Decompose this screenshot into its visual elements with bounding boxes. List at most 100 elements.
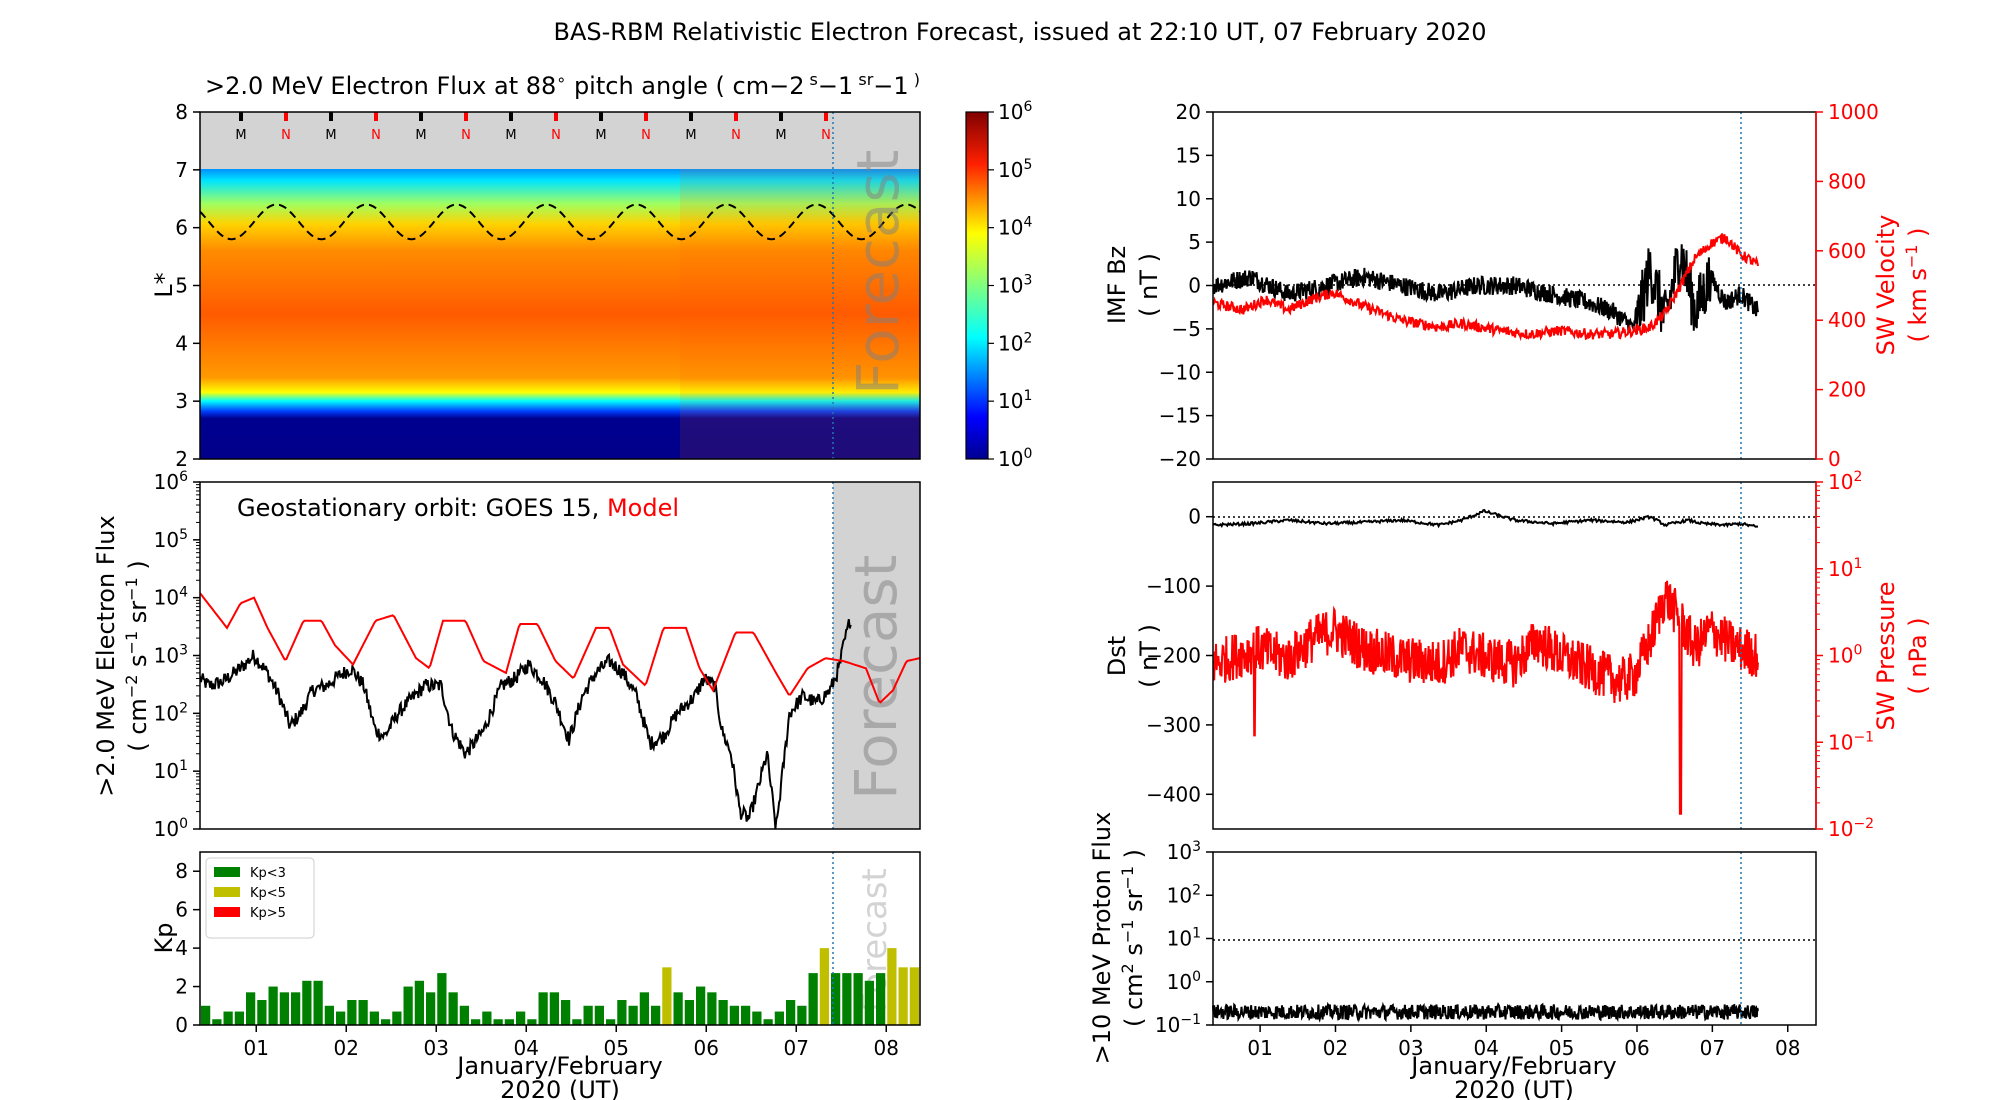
kp-bar xyxy=(617,1000,627,1025)
proton-ylabel-line1: >10 MeV Proton Flux xyxy=(1088,812,1116,1065)
kp-bars xyxy=(201,948,919,1025)
imf-ytick-label: 5 xyxy=(1188,230,1201,254)
sw-velocity-ylabel-line2-text: ( km s−1 ) xyxy=(1902,228,1933,343)
orbit-marker-label: M xyxy=(325,128,336,143)
kp-bar xyxy=(662,967,672,1025)
proton-ytick-label-exp: 3 xyxy=(1192,839,1201,855)
colorbar-tick-label-exp: 6 xyxy=(1023,99,1032,115)
kp-bar xyxy=(369,1011,379,1025)
proton-ylabel-line2-text-part: ( cm xyxy=(1120,973,1148,1027)
flux-map-ytick-label: 3 xyxy=(175,389,188,413)
sw-velocity-ylabel-line2-text-part: ( km s xyxy=(1904,268,1932,342)
sw-pressure-ytick-label: 101 xyxy=(1828,556,1862,581)
proton-ytick-label: 102 xyxy=(1167,882,1201,907)
colorbar-tick-label-base: 10 xyxy=(998,331,1023,355)
kp-bar xyxy=(538,992,548,1025)
title-part: −1 xyxy=(818,72,853,100)
kp-x-ticks: 01 02 03 04 05 06 07 08 xyxy=(244,1025,899,1060)
colorbar-tick-label: 100 xyxy=(998,446,1032,471)
kp-legend-swatch-low xyxy=(214,867,240,877)
sw-velocity-ytick-label: 600 xyxy=(1828,239,1866,263)
kp-y-ticks: 0 2 4 6 8 xyxy=(175,859,200,1037)
proton-ytick-label: 10−1 xyxy=(1155,1012,1201,1037)
dst-ytick-label: −100 xyxy=(1146,574,1201,598)
sw-pressure-ytick-label-exp: −2 xyxy=(1853,816,1874,832)
colorbar-tick-label-exp: 1 xyxy=(1023,388,1032,404)
imf-ytick-label: 0 xyxy=(1188,274,1201,298)
colorbar-tick-label-base: 10 xyxy=(998,100,1023,124)
geo-flux-ylabel-line2-text-part: −1 xyxy=(122,577,141,601)
kp-bar xyxy=(628,1005,638,1025)
orbit-marker-label: M xyxy=(775,128,786,143)
kp-bar xyxy=(853,973,863,1025)
imf-ytick-label: 15 xyxy=(1176,143,1201,167)
kp-legend-low: Kp<3 xyxy=(250,866,286,881)
imf-ytick-label: −15 xyxy=(1159,404,1201,428)
kp-ytick-label: 4 xyxy=(175,936,188,960)
kp-bar xyxy=(257,1000,267,1025)
proton-ylabel-line2-text-part: −1 xyxy=(1118,866,1137,890)
sw-pressure-ytick-label: 102 xyxy=(1828,469,1862,494)
x-tick-label: 02 xyxy=(334,1036,359,1060)
dst-ylabel-line2: ( nT ) xyxy=(1135,624,1163,688)
colorbar-tick-label-exp: 0 xyxy=(1023,446,1032,462)
geo-orbit-dashed-line xyxy=(199,203,921,241)
sw-pressure-ytick-label-base: 10 xyxy=(1828,730,1853,754)
imf-ytick-label: 20 xyxy=(1176,100,1201,124)
geo-flux-frame xyxy=(199,481,921,830)
flux-map-ytick-label: 7 xyxy=(175,158,188,182)
imf-panel: −20 −15 −10 −5 0 5 10 15 20 0 200 400 600 800 1000 IM… xyxy=(1103,100,1932,471)
sw-pressure-ylabel-line1: SW Pressure xyxy=(1872,581,1900,730)
kp-bar xyxy=(212,1019,222,1025)
left-xlabel-line1: January/February xyxy=(455,1052,662,1080)
geo-flux-ytick-label-base: 10 xyxy=(154,759,179,783)
colorbar xyxy=(965,111,989,460)
imf-right-ticks: 0 200 400 600 800 1000 xyxy=(1816,100,1879,471)
dst-ylabel-line1: Dst xyxy=(1103,636,1131,676)
kp-ytick-label: 8 xyxy=(175,859,188,883)
kp-bar xyxy=(549,992,559,1025)
geo-flux-ytick-label-base: 10 xyxy=(154,817,179,841)
kp-bar xyxy=(707,992,717,1025)
kp-ytick-label: 2 xyxy=(175,975,188,999)
kp-bar xyxy=(651,1005,661,1025)
flux-map-ytick-label: 6 xyxy=(175,216,188,240)
kp-bar xyxy=(234,1011,244,1025)
flux-map-ytick-label: 2 xyxy=(175,447,188,471)
sw-pressure-ytick-label-base: 10 xyxy=(1828,817,1853,841)
colorbar-tick-label-base: 10 xyxy=(998,389,1023,413)
model-flux-line xyxy=(200,592,920,704)
flux-map-ylabel: L* xyxy=(150,272,178,297)
geo-flux-ytick-label: 105 xyxy=(154,527,188,552)
colorbar-tick-label-exp: 4 xyxy=(1023,215,1032,231)
sw-velocity-ylabel-line2-text-part: −1 xyxy=(1902,245,1921,269)
dst-ytick-label: −400 xyxy=(1146,782,1201,806)
kp-bar xyxy=(459,1005,469,1025)
imf-ytick-label: 10 xyxy=(1176,187,1201,211)
kp-legend-high: Kp>5 xyxy=(250,906,286,921)
orbit-marker-label: M xyxy=(505,128,516,143)
proton-flux-line xyxy=(1212,1001,1759,1023)
title-part: −1 xyxy=(873,72,908,100)
colorbar-tick-label: 106 xyxy=(998,99,1032,124)
x-tick-label: 05 xyxy=(1549,1036,1574,1060)
proton-ylabel-line2-text-part: sr xyxy=(1120,889,1148,919)
geo-flux-ylabel-line2-text-part: ( cm xyxy=(124,698,152,752)
proton-ytick-label-base: 10 xyxy=(1167,927,1192,951)
colorbar-tick-label: 103 xyxy=(998,273,1032,298)
kp-bar xyxy=(336,1011,346,1025)
kp-bar xyxy=(246,992,256,1025)
kp-bar xyxy=(864,980,874,1025)
geo-flux-legend: Geostationary orbit: GOES 15, Model xyxy=(237,494,679,522)
kp-bar xyxy=(594,1005,604,1025)
geo-flux-ylabel-line2-text-part: −1 xyxy=(122,631,141,655)
kp-bar xyxy=(718,1000,728,1025)
geo-flux-ytick-label-base: 10 xyxy=(154,701,179,725)
geo-flux-ylabel-line2-text: ( cm−2 s−1 sr−1 ) xyxy=(122,560,153,752)
proton-ytick-label-exp: −1 xyxy=(1180,1012,1201,1028)
